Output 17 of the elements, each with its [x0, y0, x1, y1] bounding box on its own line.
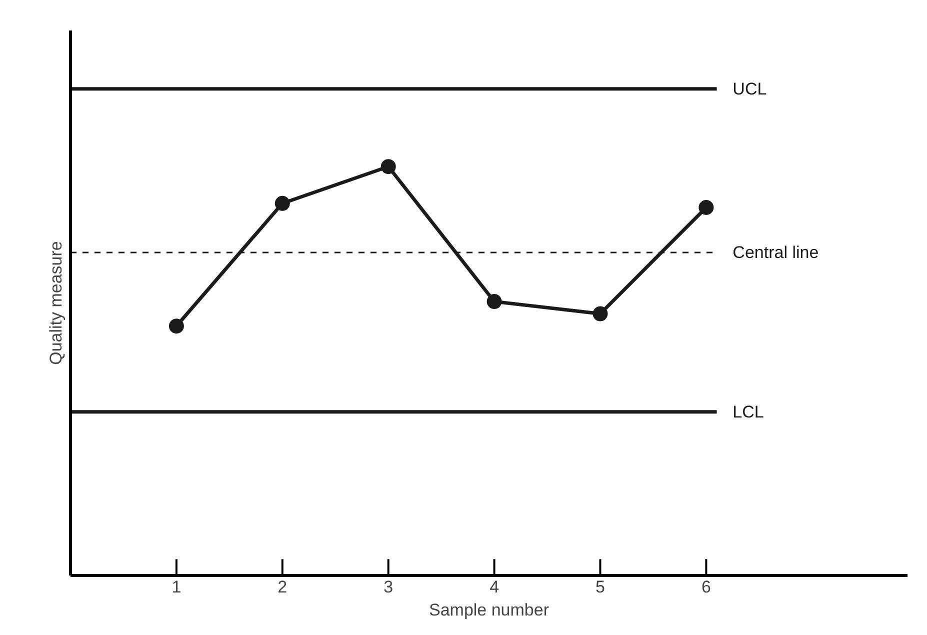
point	[274, 196, 290, 211]
point	[168, 318, 184, 334]
y-axis-title: Quality measure	[46, 241, 66, 365]
x-tick-label: 6	[701, 578, 711, 596]
x-axis-title: Sample number	[429, 600, 550, 620]
point	[380, 159, 396, 174]
x-tick-label: 2	[278, 578, 288, 596]
point	[698, 200, 714, 215]
ref-line-label: UCL	[732, 79, 767, 98]
x-tick-label: 4	[490, 578, 500, 596]
x-tick-label: 3	[384, 578, 394, 596]
x-tick-label: 5	[596, 578, 605, 596]
point	[486, 294, 502, 310]
point	[592, 306, 608, 322]
x-tick-label: 1	[172, 578, 182, 596]
ref-line-label: Central line	[732, 242, 819, 262]
ref-line-label: LCL	[732, 402, 764, 422]
